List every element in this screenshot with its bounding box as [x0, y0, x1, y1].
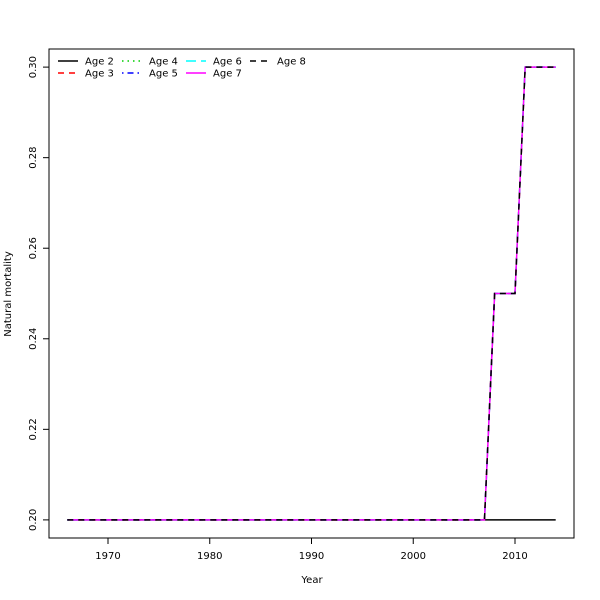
- y-tick-label-2: 0.24: [28, 328, 39, 350]
- y-tick-label-4: 0.28: [28, 147, 39, 169]
- y-axis-label: Natural mortality: [3, 251, 14, 337]
- y-tick-label-3: 0.26: [28, 237, 39, 259]
- y-tick-label-1: 0.22: [28, 418, 39, 440]
- y-axis: 0.20 0.22 0.24 0.26 0.28 0.30: [28, 56, 49, 531]
- x-tick-label-2000: 2000: [401, 551, 426, 562]
- y-tick-label-5: 0.30: [28, 56, 39, 78]
- series-line-age-4: [67, 66, 556, 521]
- legend-label-6: Age 6: [213, 57, 242, 68]
- y-tick-label-0: 0.20: [28, 509, 39, 531]
- legend-label-5: Age 5: [149, 69, 178, 80]
- x-tick-label-1980: 1980: [197, 551, 222, 562]
- x-tick-label-1970: 1970: [95, 551, 120, 562]
- x-tick-label-1990: 1990: [299, 551, 324, 562]
- x-axis: 1970 1980 1990 2000 2010: [95, 538, 528, 562]
- legend-label-4: Age 4: [149, 57, 178, 68]
- legend-label-3: Age 3: [85, 69, 114, 80]
- series-layer: [67, 66, 556, 521]
- x-axis-label: Year: [300, 575, 323, 586]
- series-line-age-3: [67, 66, 556, 521]
- legend-label-8: Age 8: [277, 57, 306, 68]
- series-line-age-6: [67, 66, 556, 521]
- legend-label-2: Age 2: [85, 57, 114, 68]
- series-line-age-5: [67, 66, 556, 521]
- series-line-age-8: [67, 66, 556, 521]
- x-tick-label-2010: 2010: [502, 551, 527, 562]
- series-line-age-7: [67, 66, 556, 521]
- legend-label-7: Age 7: [213, 69, 242, 80]
